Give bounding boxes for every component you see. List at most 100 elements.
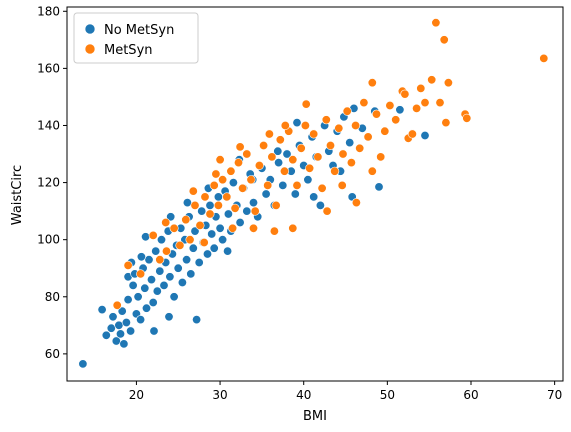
point-no-metsyn	[182, 255, 192, 265]
point-metsyn	[305, 163, 315, 173]
point-metsyn	[300, 121, 310, 131]
y-tick-label: 60	[45, 347, 60, 361]
point-no-metsyn	[235, 218, 245, 228]
point-metsyn	[238, 183, 248, 193]
point-metsyn	[271, 200, 281, 210]
legend-label-no-metsyn: No MetSyn	[104, 23, 174, 38]
point-metsyn	[267, 152, 277, 162]
point-metsyn	[275, 135, 285, 145]
point-no-metsyn	[116, 329, 126, 339]
point-no-metsyn	[177, 277, 187, 287]
point-no-metsyn	[218, 235, 228, 245]
point-metsyn	[136, 269, 146, 279]
point-no-metsyn	[290, 189, 300, 199]
point-no-metsyn	[123, 295, 133, 305]
point-no-metsyn	[186, 269, 196, 279]
point-metsyn	[330, 166, 340, 176]
legend-marker-no-metsyn	[84, 23, 96, 35]
y-tick-label: 140	[37, 118, 60, 132]
point-metsyn	[325, 141, 335, 151]
point-no-metsyn	[215, 223, 225, 233]
point-metsyn	[205, 209, 215, 219]
point-metsyn	[371, 109, 381, 119]
point-no-metsyn	[309, 192, 319, 202]
point-no-metsyn	[395, 105, 405, 115]
x-tick-label: 20	[129, 388, 144, 402]
point-no-metsyn	[173, 263, 183, 273]
point-metsyn	[259, 141, 269, 151]
point-no-metsyn	[242, 206, 252, 216]
point-metsyn	[155, 255, 165, 265]
point-metsyn	[400, 89, 410, 99]
legend-label-metsyn: MetSyn	[104, 43, 153, 58]
point-metsyn	[296, 143, 306, 153]
point-metsyn	[321, 115, 331, 125]
point-metsyn	[407, 129, 417, 139]
x-tick-label: 70	[547, 388, 562, 402]
point-metsyn	[309, 129, 319, 139]
point-no-metsyn	[207, 229, 217, 239]
point-metsyn	[213, 200, 223, 210]
point-metsyn	[462, 113, 472, 123]
point-metsyn	[313, 152, 323, 162]
point-no-metsyn	[197, 206, 207, 216]
plot-frame	[66, 6, 564, 382]
point-no-metsyn	[117, 306, 127, 316]
point-no-metsyn	[278, 180, 288, 190]
points-layer	[78, 18, 549, 369]
point-metsyn	[188, 186, 198, 196]
point-metsyn	[230, 203, 240, 213]
point-metsyn	[367, 166, 377, 176]
point-metsyn	[199, 238, 209, 248]
point-no-metsyn	[194, 257, 204, 267]
point-no-metsyn	[228, 178, 238, 188]
point-metsyn	[334, 123, 344, 133]
point-no-metsyn	[114, 320, 124, 330]
point-no-metsyn	[223, 209, 233, 219]
point-metsyn	[380, 126, 390, 136]
point-metsyn	[337, 180, 347, 190]
point-no-metsyn	[141, 232, 151, 242]
point-metsyn	[416, 83, 426, 93]
point-metsyn	[249, 223, 259, 233]
point-no-metsyn	[119, 339, 129, 349]
point-no-metsyn	[169, 292, 179, 302]
point-no-metsyn	[292, 118, 302, 128]
point-no-metsyn	[148, 297, 158, 307]
point-metsyn	[200, 192, 210, 202]
point-no-metsyn	[140, 283, 150, 293]
point-metsyn	[209, 180, 219, 190]
point-metsyn	[441, 118, 451, 128]
point-no-metsyn	[420, 131, 430, 141]
point-no-metsyn	[126, 326, 136, 336]
point-metsyn	[222, 192, 232, 202]
point-metsyn	[215, 155, 225, 165]
y-tick-label: 120	[37, 176, 60, 190]
y-tick-label: 180	[37, 4, 60, 18]
point-metsyn	[367, 78, 377, 88]
x-tick-label: 50	[380, 388, 395, 402]
point-no-metsyn	[273, 146, 283, 156]
point-no-metsyn	[223, 246, 233, 256]
point-metsyn	[161, 218, 171, 228]
point-no-metsyn	[182, 198, 192, 208]
point-metsyn	[264, 129, 274, 139]
point-metsyn	[263, 180, 273, 190]
y-tick-label: 160	[37, 61, 60, 75]
point-no-metsyn	[315, 200, 325, 210]
point-metsyn	[226, 166, 236, 176]
point-metsyn	[288, 223, 298, 233]
point-no-metsyn	[188, 243, 198, 253]
point-metsyn	[317, 183, 327, 193]
x-axis: 20 30 40 50 60 70	[129, 381, 562, 402]
point-metsyn	[342, 106, 352, 116]
point-no-metsyn	[108, 312, 118, 322]
point-no-metsyn	[249, 198, 259, 208]
x-tick-label: 60	[463, 388, 478, 402]
point-metsyn	[181, 215, 191, 225]
point-no-metsyn	[345, 138, 355, 148]
point-metsyn	[228, 223, 238, 233]
point-metsyn	[269, 226, 279, 236]
point-no-metsyn	[205, 200, 215, 210]
point-metsyn	[539, 53, 549, 63]
